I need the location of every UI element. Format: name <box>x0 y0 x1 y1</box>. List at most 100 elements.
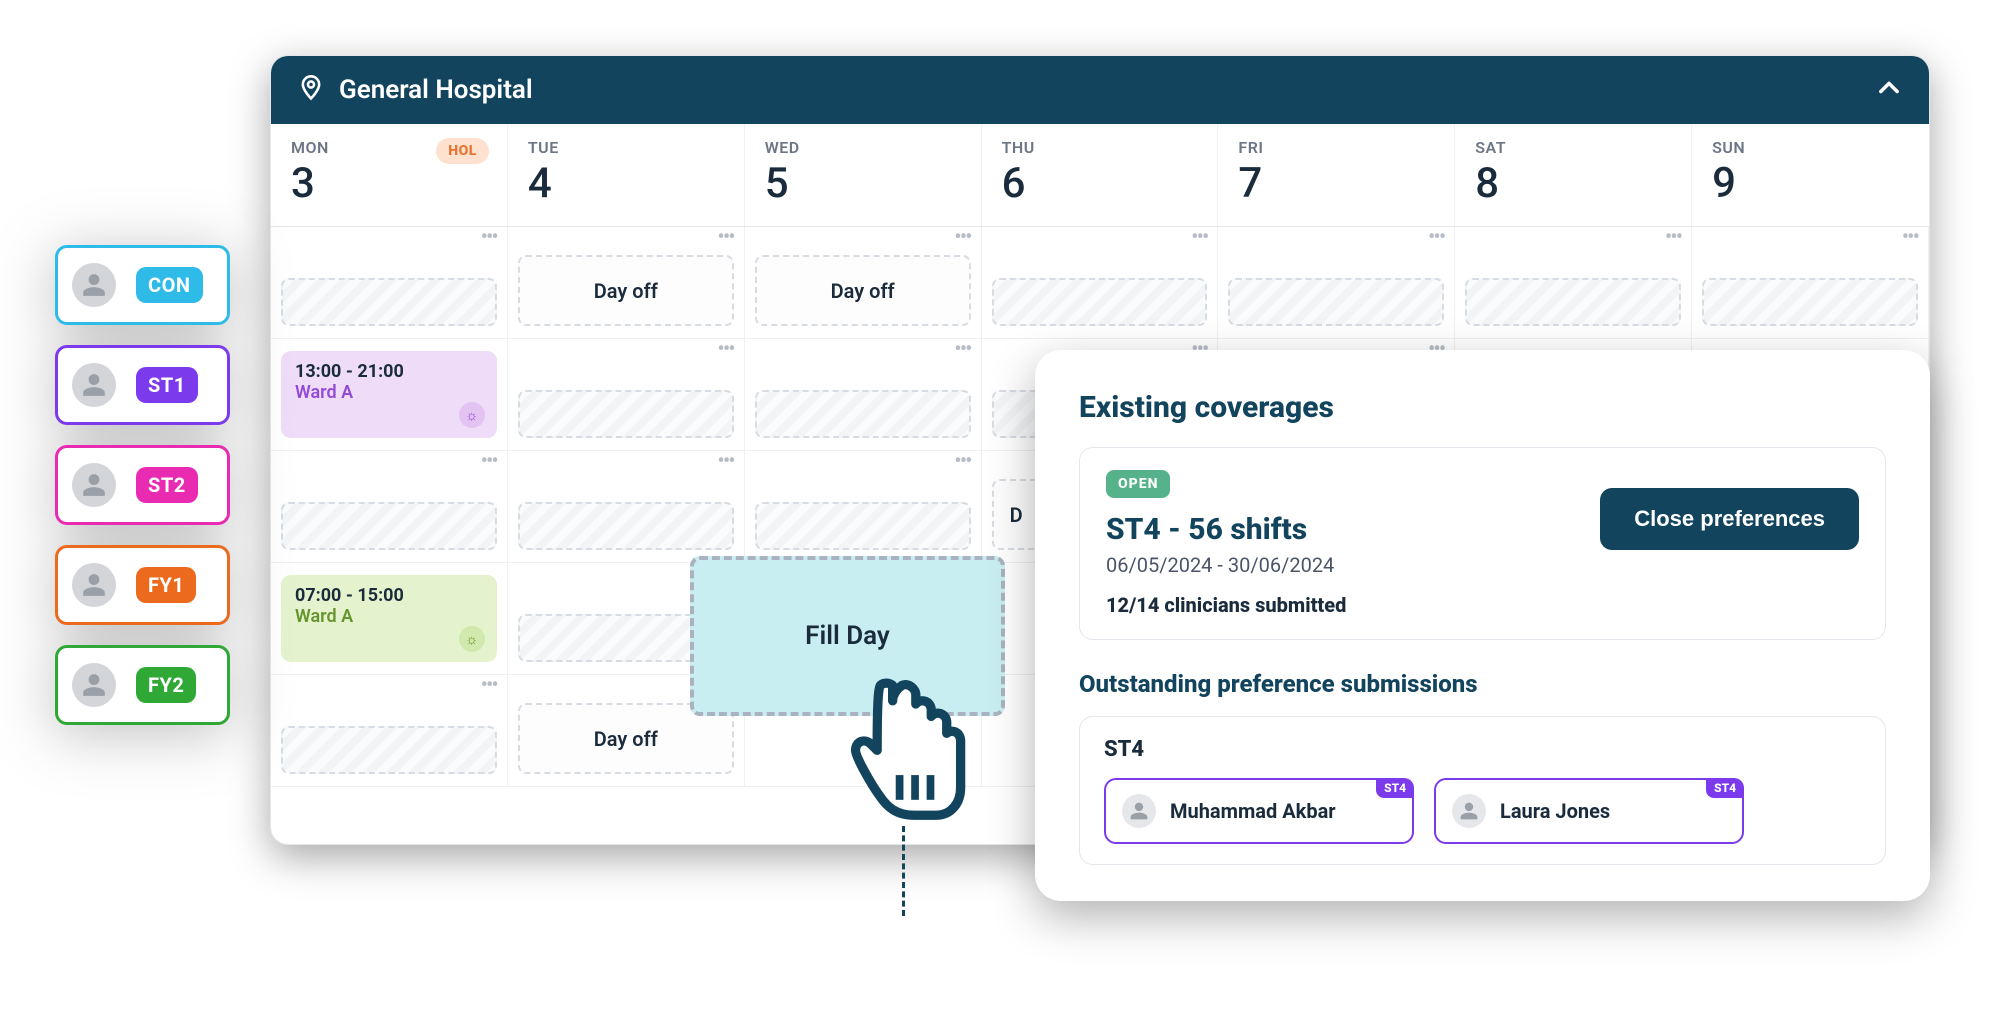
coverage-title: Existing coverages <box>1079 390 1886 425</box>
cursor-hand-icon <box>825 670 985 844</box>
cell[interactable]: ••• <box>1692 227 1929 339</box>
empty-slot[interactable] <box>518 390 734 438</box>
day-head-wed[interactable]: WED 5 <box>745 124 982 226</box>
cell[interactable]: ••• <box>271 675 508 787</box>
role-badge: ST2 <box>136 467 198 503</box>
role-badge: ST1 <box>136 367 198 403</box>
shift-card[interactable]: 13:00 - 21:00 Ward A ☼ <box>281 351 497 438</box>
cell[interactable]: ••• <box>271 451 508 563</box>
person-icon <box>72 663 116 707</box>
empty-slot[interactable] <box>755 502 971 550</box>
day-head-tue[interactable]: TUE4 <box>508 124 745 226</box>
more-icon[interactable]: ••• <box>717 345 733 355</box>
day-head-sat[interactable]: SAT8 <box>1455 124 1692 226</box>
shift-location: Ward A <box>295 606 483 627</box>
role-card-fy1[interactable]: FY1 <box>55 545 230 625</box>
coverage-dates: 06/05/2024 - 30/06/2024 <box>1106 553 1346 577</box>
cell[interactable]: ••• <box>745 451 982 563</box>
coverage-heading: ST4 - 56 shifts <box>1106 512 1346 547</box>
date-label: 7 <box>1238 159 1434 208</box>
shift-card[interactable]: 07:00 - 15:00 Ward A ☼ <box>281 575 497 662</box>
empty-slot[interactable] <box>281 502 497 550</box>
person-icon <box>1452 794 1486 828</box>
cell[interactable]: ••• <box>982 227 1219 339</box>
date-label: 5 <box>765 159 961 208</box>
cell[interactable]: ••• <box>508 339 745 451</box>
more-icon[interactable]: ••• <box>481 457 497 467</box>
cell[interactable]: ••• <box>271 227 508 339</box>
more-icon[interactable]: ••• <box>481 681 497 691</box>
sun-icon: ☼ <box>459 402 485 428</box>
empty-slot[interactable] <box>281 726 497 774</box>
location-pin-icon <box>297 74 325 106</box>
cell[interactable]: ••• <box>508 451 745 563</box>
person-icon <box>72 563 116 607</box>
more-icon[interactable]: ••• <box>1191 233 1207 243</box>
day-head-mon[interactable]: MON 3 HOL <box>271 124 508 226</box>
empty-slot[interactable] <box>1465 278 1681 326</box>
date-label: 6 <box>1002 159 1198 208</box>
more-icon[interactable]: ••• <box>481 233 497 243</box>
role-badge: FY1 <box>136 567 196 603</box>
dow-label: SAT <box>1475 138 1671 157</box>
clinician-group: ST4 Muhammad Akbar ST4 Laura Jones ST4 <box>1079 716 1886 865</box>
role-badge: CON <box>136 267 203 303</box>
empty-slot[interactable] <box>755 390 971 438</box>
more-icon[interactable]: ••• <box>1428 233 1444 243</box>
date-label: 9 <box>1712 159 1909 208</box>
person-icon <box>72 463 116 507</box>
day-off: Day off <box>755 255 971 326</box>
dow-label: TUE <box>528 138 724 157</box>
more-icon[interactable]: ••• <box>717 457 733 467</box>
outstanding-title: Outstanding preference submissions <box>1079 670 1886 698</box>
cell[interactable]: ••• <box>745 339 982 451</box>
dow-label: WED <box>765 138 961 157</box>
more-icon[interactable]: ••• <box>954 233 970 243</box>
role-card-con[interactable]: CON <box>55 245 230 325</box>
coverage-panel: Existing coverages OPEN ST4 - 56 shifts … <box>1035 350 1930 901</box>
clinician-card[interactable]: Muhammad Akbar ST4 <box>1104 778 1414 844</box>
grade-tag: ST4 <box>1376 778 1414 798</box>
empty-slot[interactable] <box>281 278 497 326</box>
clinician-name: Laura Jones <box>1500 799 1610 823</box>
day-head-fri[interactable]: FRI7 <box>1218 124 1455 226</box>
close-preferences-button[interactable]: Close preferences <box>1600 488 1859 550</box>
more-icon[interactable]: ••• <box>1665 233 1681 243</box>
cell[interactable]: 07:00 - 15:00 Ward A ☼ <box>271 563 508 675</box>
empty-slot[interactable] <box>1228 278 1444 326</box>
empty-slot[interactable] <box>518 502 734 550</box>
shift-time: 07:00 - 15:00 <box>295 585 483 606</box>
header-title: General Hospital <box>339 75 533 105</box>
empty-slot[interactable] <box>992 278 1208 326</box>
coverage-submitted: 12/14 clinicians submitted <box>1106 593 1346 617</box>
dow-label: THU <box>1002 138 1198 157</box>
role-card-st1[interactable]: ST1 <box>55 345 230 425</box>
more-icon[interactable]: ••• <box>717 233 733 243</box>
clinician-card[interactable]: Laura Jones ST4 <box>1434 778 1744 844</box>
day-off: Day off <box>518 255 734 326</box>
cell[interactable]: ••• <box>1455 227 1692 339</box>
person-icon <box>1122 794 1156 828</box>
cell[interactable]: ••• <box>1218 227 1455 339</box>
role-badge: FY2 <box>136 667 196 703</box>
sun-icon: ☼ <box>459 626 485 652</box>
more-icon[interactable]: ••• <box>1902 233 1918 243</box>
status-badge: OPEN <box>1106 470 1170 498</box>
coverage-card[interactable]: OPEN ST4 - 56 shifts 06/05/2024 - 30/06/… <box>1079 447 1886 640</box>
chevron-up-icon[interactable] <box>1875 74 1903 106</box>
cell[interactable]: ••• Day off <box>745 227 982 339</box>
calendar-header[interactable]: General Hospital <box>271 56 1929 124</box>
day-head-thu[interactable]: THU 6 <box>982 124 1219 226</box>
role-card-st2[interactable]: ST2 <box>55 445 230 525</box>
more-icon[interactable]: ••• <box>954 457 970 467</box>
cell[interactable]: ••• Day off <box>508 227 745 339</box>
more-icon[interactable]: ••• <box>954 345 970 355</box>
cell[interactable]: 13:00 - 21:00 Ward A ☼ <box>271 339 508 451</box>
person-icon <box>72 363 116 407</box>
role-rail: CON ST1 ST2 FY1 FY2 <box>55 245 230 725</box>
shift-time: 13:00 - 21:00 <box>295 361 483 382</box>
day-head-sun[interactable]: SUN9 <box>1692 124 1929 226</box>
role-card-fy2[interactable]: FY2 <box>55 645 230 725</box>
clinician-grade: ST4 <box>1104 737 1861 762</box>
empty-slot[interactable] <box>1702 278 1918 326</box>
